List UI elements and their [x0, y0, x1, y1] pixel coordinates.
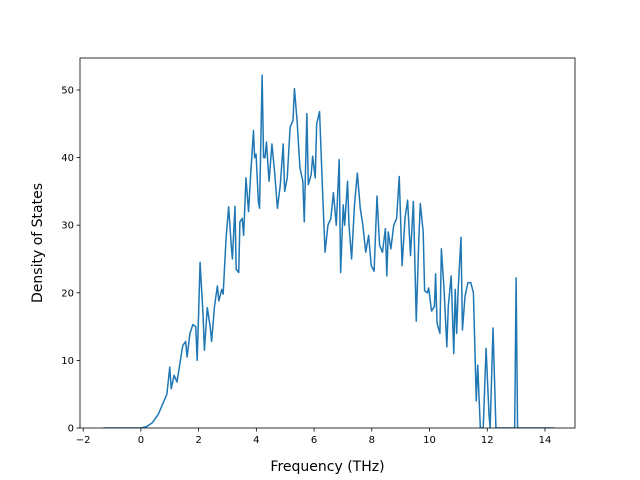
y-axis-label: Density of States	[30, 183, 46, 303]
x-tick-label: 12	[481, 435, 494, 446]
y-tick-label: 20	[61, 288, 74, 299]
x-tick-label: 8	[369, 435, 375, 446]
y-tick-label: 10	[61, 356, 74, 367]
y-tick-label: 40	[61, 153, 74, 164]
x-tick-label: −2	[76, 435, 91, 446]
y-tick-label: 30	[61, 221, 74, 232]
plot-frame	[79, 57, 576, 429]
y-tick-label: 50	[61, 85, 74, 96]
x-tick-label: 0	[138, 435, 144, 446]
x-tick-label: 14	[539, 435, 552, 446]
x-axis-label: Frequency (THz)	[270, 459, 384, 475]
x-tick-label: 10	[423, 435, 436, 446]
y-tick-label: 0	[68, 424, 74, 435]
x-tick-label: 2	[195, 435, 201, 446]
x-tick-label: 4	[253, 435, 259, 446]
x-tick-label: 6	[311, 435, 317, 446]
data-line	[103, 74, 554, 428]
